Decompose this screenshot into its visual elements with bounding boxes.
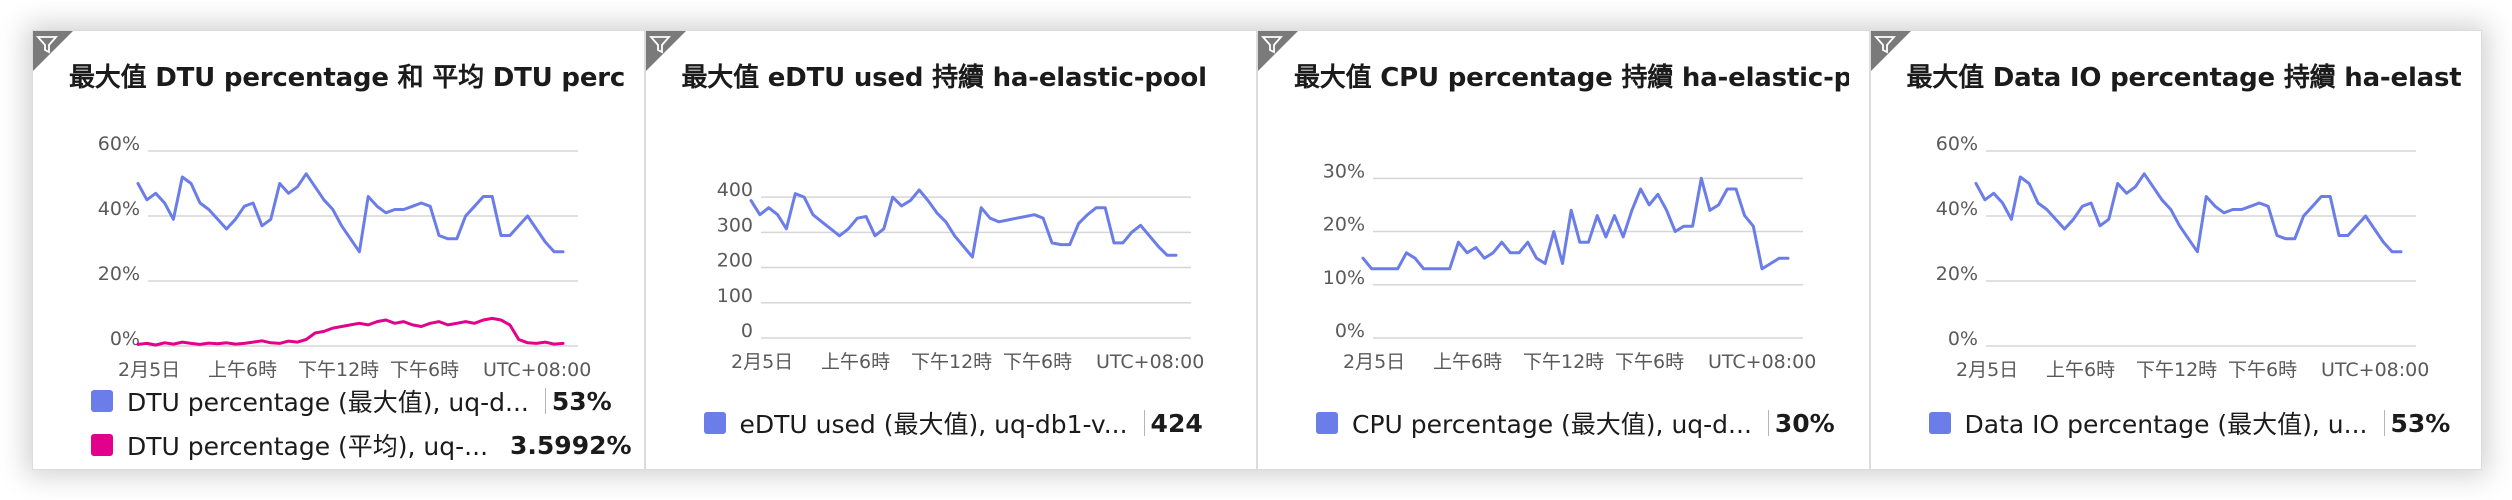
x-tick-label: 2月5日 bbox=[1343, 351, 1405, 373]
legend-label: eDTU used (最大值), uq-db1-v... bbox=[739, 410, 1128, 439]
filter-icon[interactable] bbox=[36, 35, 58, 55]
legend-swatch bbox=[91, 434, 113, 456]
x-tick-label: 上午6時 bbox=[821, 351, 890, 373]
y-tick-label: 0% bbox=[110, 328, 140, 350]
legend-separator bbox=[1767, 410, 1769, 436]
tile-title: 最大值 eDTU used 持續 ha-elastic-pool bbox=[681, 63, 1208, 93]
legend-value: 30% bbox=[1774, 408, 1835, 438]
legend-item[interactable]: eDTU used (最大值), uq-db1-v... 424 bbox=[703, 401, 1237, 445]
line-chart: 0% 20% 40% 60% 2月5日 上午6時 下午12時 下午6時 UTC+08:00 bbox=[98, 133, 592, 381]
filter-icon[interactable] bbox=[1873, 35, 1896, 55]
y-tick-label: 200 bbox=[716, 250, 752, 272]
x-tick-label: UTC+08:00 bbox=[2321, 359, 2429, 381]
y-tick-label: 100 bbox=[716, 285, 752, 307]
legend-swatch bbox=[1928, 412, 1951, 434]
tile-title: 最大值 Data IO percentage 持續 ha-elastic-... bbox=[1906, 63, 2462, 93]
x-tick-label: UTC+08:00 bbox=[1096, 351, 1204, 373]
legend-swatch bbox=[91, 390, 113, 412]
x-tick-label: UTC+08:00 bbox=[1708, 351, 1816, 373]
legend-item[interactable]: Data IO percentage (最大值), u... 53% bbox=[1928, 401, 2462, 445]
chart-legend: Data IO percentage (最大值), u... 53% bbox=[1928, 401, 2462, 445]
tile-title: 最大值 CPU percentage 持續 ha-elastic-pool bbox=[1294, 63, 1849, 93]
legend-value: 53% bbox=[551, 386, 612, 416]
x-tick-label: 下午12時 bbox=[298, 359, 379, 381]
line-chart: 0% 10% 20% 30% 2月5日 上午6時 下午12時 下午6時 UTC+08:00 bbox=[1323, 160, 1817, 373]
y-tick-label: 20% bbox=[1935, 263, 1977, 285]
y-tick-label: 0% bbox=[1335, 320, 1365, 342]
y-tick-label: 300 bbox=[716, 214, 752, 236]
y-tick-label: 60% bbox=[98, 133, 140, 155]
x-tick-label: 2月5日 bbox=[1956, 359, 2018, 381]
series-line[interactable] bbox=[1361, 176, 1790, 271]
chart-legend: DTU percentage (最大值), uq-d... 53% DTU perc… bbox=[91, 379, 632, 467]
line-chart: 0% 20% 40% 60% 2月5日 上午6時 下午12時 下午6時 UTC+08:00 bbox=[1935, 133, 2429, 381]
x-tick-label: 下午12時 bbox=[911, 351, 992, 373]
legend-separator bbox=[544, 388, 546, 414]
y-tick-label: 0% bbox=[1947, 328, 1977, 350]
x-tick-label: 上午6時 bbox=[1433, 351, 1502, 373]
tile-title: 最大值 DTU percentage 和 平均 DTU percen... bbox=[69, 63, 624, 93]
metrics-strip: 最大值 DTU percentage 和 平均 DTU percen... 0%… bbox=[32, 30, 2482, 470]
x-tick-label: 下午12時 bbox=[2136, 359, 2217, 381]
legend-item[interactable]: CPU percentage (最大值), uq-d... 30% bbox=[1316, 401, 1849, 445]
legend-label: CPU percentage (最大值), uq-d... bbox=[1352, 410, 1752, 439]
y-tick-label: 400 bbox=[716, 179, 752, 201]
line-chart: 0 100 200 300 400 2月5日 上午6時 下午12時 下午6時 UTC+08:00 bbox=[716, 179, 1204, 373]
metric-tile[interactable]: 最大值 eDTU used 持續 ha-elastic-pool 0 100 200… bbox=[644, 30, 1257, 470]
x-tick-label: 下午6時 bbox=[390, 359, 459, 381]
legend-label: DTU percentage (最大值), uq-d... bbox=[127, 388, 529, 417]
legend-separator bbox=[2383, 410, 2385, 436]
x-tick-label: 下午6時 bbox=[2228, 359, 2297, 381]
series-line[interactable] bbox=[136, 172, 565, 254]
chart-legend: eDTU used (最大值), uq-db1-v... 424 bbox=[703, 401, 1237, 445]
metric-tile[interactable]: 最大值 CPU percentage 持續 ha-elastic-pool 0%… bbox=[1257, 30, 1870, 470]
y-tick-label: 0 bbox=[740, 320, 752, 342]
legend-item[interactable]: DTU percentage (平均), uq-... 3.5992% bbox=[91, 423, 632, 467]
legend-value: 3.5992% bbox=[510, 430, 632, 460]
legend-swatch bbox=[703, 412, 726, 434]
x-tick-label: 上午6時 bbox=[2046, 359, 2115, 381]
metric-tile[interactable]: 最大值 Data IO percentage 持續 ha-elastic-...… bbox=[1869, 30, 2482, 470]
filter-icon[interactable] bbox=[1261, 35, 1283, 55]
x-tick-label: 下午6時 bbox=[1615, 351, 1684, 373]
legend-value: 424 bbox=[1150, 408, 1203, 438]
y-tick-label: 60% bbox=[1935, 133, 1977, 155]
series-line[interactable] bbox=[1974, 172, 2402, 254]
x-tick-label: 2月5日 bbox=[731, 351, 793, 373]
x-tick-label: 2月5日 bbox=[118, 359, 180, 381]
legend-value: 53% bbox=[2390, 408, 2451, 438]
legend-separator bbox=[1143, 410, 1145, 436]
y-tick-label: 20% bbox=[98, 263, 140, 285]
y-tick-label: 30% bbox=[1323, 160, 1365, 182]
metric-tile[interactable]: 最大值 DTU percentage 和 平均 DTU percen... 0%… bbox=[32, 30, 645, 470]
series-line[interactable] bbox=[136, 316, 565, 347]
y-tick-label: 40% bbox=[1935, 198, 1977, 220]
legend-label: DTU percentage (平均), uq-... bbox=[127, 432, 489, 461]
y-tick-label: 20% bbox=[1323, 214, 1365, 236]
x-tick-label: 上午6時 bbox=[208, 359, 277, 381]
legend-swatch bbox=[1316, 412, 1338, 434]
y-tick-label: 40% bbox=[98, 198, 140, 220]
series-line[interactable] bbox=[749, 188, 1177, 259]
y-tick-label: 10% bbox=[1323, 267, 1365, 289]
chart-legend: CPU percentage (最大值), uq-d... 30% bbox=[1316, 401, 1849, 445]
legend-label: Data IO percentage (最大值), u... bbox=[1964, 410, 2368, 439]
x-tick-label: 下午6時 bbox=[1003, 351, 1072, 373]
filter-icon[interactable] bbox=[648, 35, 671, 55]
x-tick-label: UTC+08:00 bbox=[483, 359, 591, 381]
legend-item[interactable]: DTU percentage (最大值), uq-d... 53% bbox=[91, 379, 624, 423]
x-tick-label: 下午12時 bbox=[1523, 351, 1604, 373]
